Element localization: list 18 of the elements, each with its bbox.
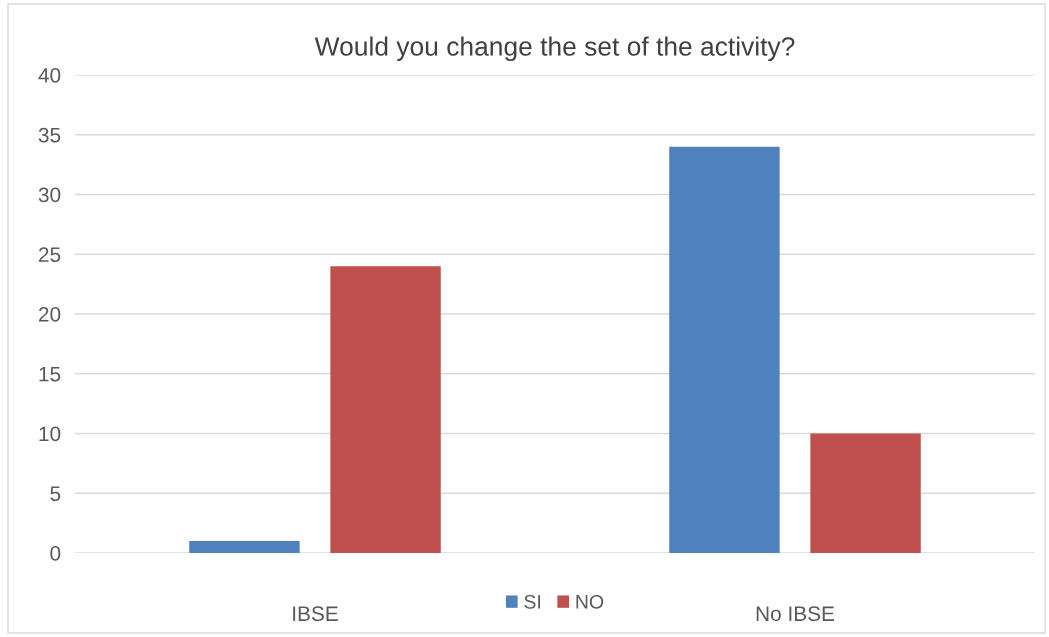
y-tick-label: 25	[38, 247, 61, 262]
y-tick-label: 0	[50, 546, 61, 561]
legend-label: SI	[524, 594, 541, 609]
y-tick-label: 35	[38, 127, 61, 143]
y-tick-label: 20	[38, 307, 61, 322]
legend-label: NO	[576, 594, 604, 609]
bar	[330, 266, 441, 553]
bar	[189, 541, 300, 553]
y-tick-label: 15	[39, 366, 61, 382]
chart-title: Would you change the set of the activity?	[314, 36, 795, 62]
x-tick-label: IBSE	[293, 606, 338, 622]
y-tick-label: 30	[38, 187, 61, 203]
bar	[810, 433, 921, 553]
y-tick-label: 10	[39, 426, 61, 442]
y-tick-label: 5	[50, 486, 61, 501]
bar	[669, 146, 780, 553]
y-tick-label: 40	[38, 68, 61, 83]
x-tick-label: No IBSE	[756, 606, 835, 622]
